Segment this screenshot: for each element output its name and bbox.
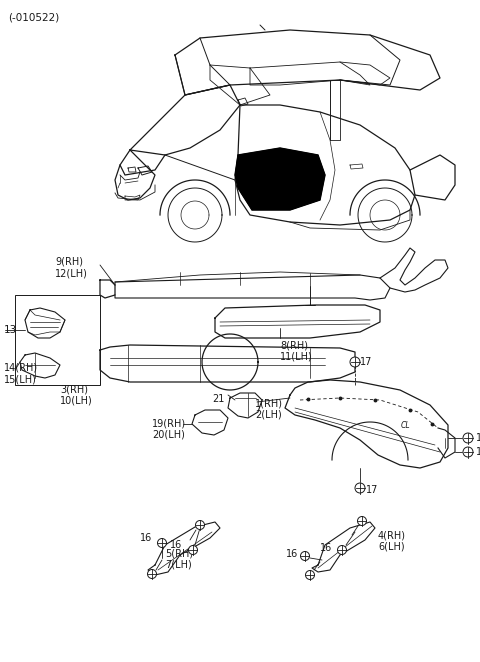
Circle shape	[195, 520, 204, 530]
Circle shape	[300, 551, 310, 561]
Circle shape	[463, 433, 473, 443]
Polygon shape	[235, 148, 325, 210]
Text: (-010522): (-010522)	[8, 12, 59, 22]
Bar	[15, 295, 100, 385]
Text: CL: CL	[400, 420, 410, 430]
Circle shape	[305, 571, 314, 579]
Text: 13: 13	[4, 325, 17, 335]
Circle shape	[189, 545, 197, 555]
Text: 16: 16	[140, 533, 152, 543]
Text: 9(RH)
12(LH): 9(RH) 12(LH)	[55, 257, 88, 279]
Text: 16: 16	[286, 549, 298, 559]
Text: 19(RH)
20(LH): 19(RH) 20(LH)	[152, 418, 186, 440]
Text: 16: 16	[170, 540, 182, 550]
Text: 14(RH)
15(LH): 14(RH) 15(LH)	[4, 363, 38, 385]
Text: 4(RH)
6(LH): 4(RH) 6(LH)	[378, 530, 406, 551]
Circle shape	[350, 357, 360, 367]
Text: 8(RH)
11(LH): 8(RH) 11(LH)	[280, 340, 313, 361]
Text: 1(RH)
2(LH): 1(RH) 2(LH)	[255, 398, 283, 420]
Text: 17: 17	[360, 357, 372, 367]
Text: 18: 18	[476, 433, 480, 443]
Text: 3(RH)
10(LH): 3(RH) 10(LH)	[60, 384, 93, 406]
Circle shape	[463, 447, 473, 457]
Circle shape	[337, 545, 347, 555]
Circle shape	[358, 516, 367, 526]
Circle shape	[355, 483, 365, 493]
Text: 16: 16	[320, 543, 332, 553]
Text: 17: 17	[476, 447, 480, 457]
Circle shape	[147, 569, 156, 579]
Circle shape	[157, 538, 167, 547]
Text: 5(RH)
7(LH): 5(RH) 7(LH)	[165, 548, 193, 569]
Text: 21: 21	[213, 394, 225, 404]
Text: 17: 17	[366, 485, 378, 495]
